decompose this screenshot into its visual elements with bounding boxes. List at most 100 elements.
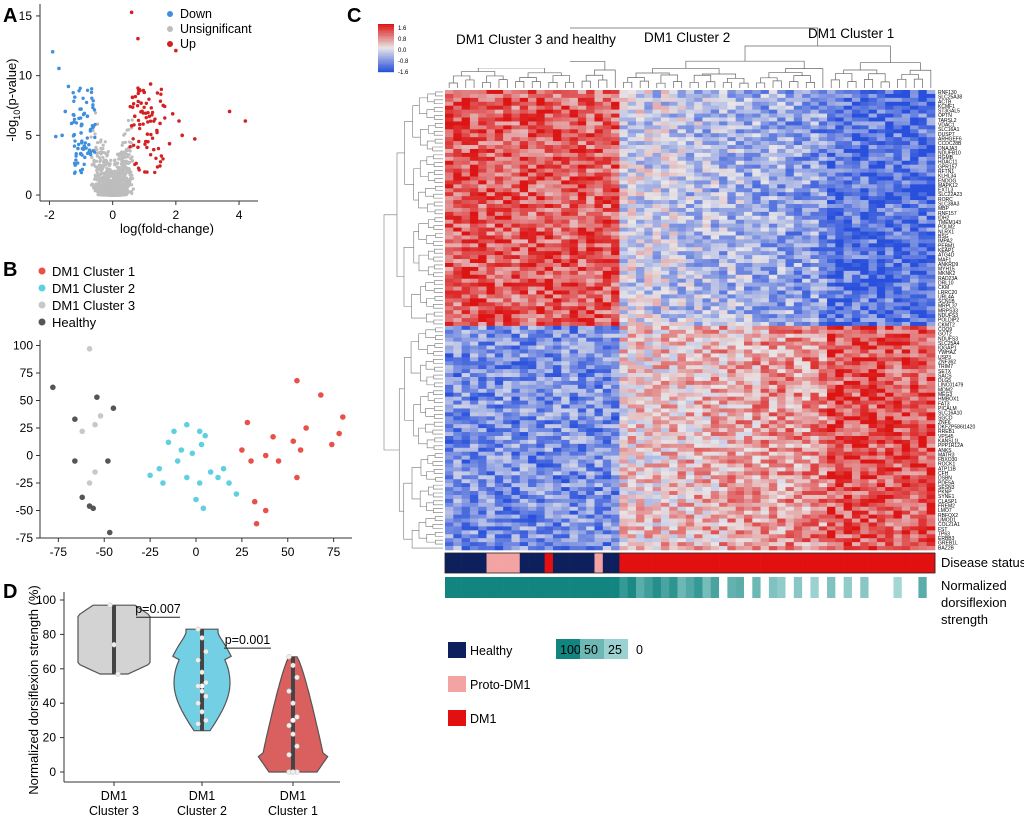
heatmap-cell — [577, 262, 587, 268]
dendrogram-branch — [420, 129, 429, 146]
heatmap-cell — [727, 247, 736, 252]
heatmap-cell — [685, 278, 695, 283]
heatmap-cell — [478, 262, 487, 268]
heatmap-cell — [901, 137, 911, 142]
heatmap-cell — [536, 129, 545, 134]
heatmap-cell — [586, 145, 595, 150]
dendrogram-branch — [465, 79, 475, 88]
heatmap-cell — [486, 255, 496, 260]
heatmap-cell — [851, 266, 861, 272]
heatmap-cell — [893, 266, 903, 272]
heatmap-cell — [685, 243, 695, 248]
heatmap-cell — [519, 148, 529, 154]
unsignificant-point — [117, 157, 121, 161]
heatmap-cell — [586, 294, 595, 299]
legend-marker — [167, 26, 173, 32]
heatmap-cell — [669, 93, 678, 99]
heatmap-cell — [602, 321, 612, 327]
heatmap-cell — [752, 101, 761, 107]
heatmap-cell — [486, 207, 496, 213]
heatmap-cell — [827, 137, 836, 142]
dendrogram-branch — [432, 500, 443, 506]
heatmap-cell — [528, 270, 537, 276]
heatmap-cell — [876, 294, 886, 299]
heatmap-cell — [586, 97, 595, 103]
panel-letter-b: B — [3, 259, 17, 281]
heatmap-cell — [636, 184, 645, 189]
heatmap-cell — [669, 321, 678, 327]
heatmap-cell — [910, 172, 919, 177]
heatmap-cell — [478, 145, 487, 150]
dendrogram-branch — [433, 508, 443, 513]
heatmap-cell — [802, 223, 811, 228]
heatmap-cell — [528, 90, 537, 95]
heatmap-cell — [669, 148, 678, 154]
heatmap-cell — [835, 101, 844, 107]
heatmap-cell — [478, 314, 487, 319]
heatmap-cell — [910, 235, 919, 240]
heatmap-cell — [885, 176, 894, 181]
heatmap-cell — [710, 113, 720, 118]
heatmap-cell — [561, 93, 570, 99]
heatmap-cell — [519, 109, 529, 114]
dendrogram-branch — [426, 533, 436, 543]
heatmap-cell — [486, 137, 496, 142]
heatmap-cell — [461, 196, 471, 201]
heatmap-cell — [453, 294, 462, 299]
heatmap-cell — [910, 164, 919, 169]
heatmap-cell — [561, 235, 570, 240]
heatmap-cell — [453, 105, 462, 110]
heatmap-cell — [461, 101, 471, 107]
heatmap-cell — [694, 215, 703, 221]
heatmap-cell — [544, 109, 554, 114]
unsignificant-point — [122, 193, 126, 197]
heatmap-cell — [561, 129, 570, 134]
heatmap-cell — [503, 117, 512, 122]
heatmap-cell — [827, 176, 836, 181]
heatmap-cell — [494, 204, 504, 209]
heatmap-cell — [503, 314, 512, 319]
heatmap-cell — [569, 266, 579, 272]
dendrogram-branch — [427, 345, 435, 354]
heatmap-cell — [445, 259, 454, 264]
heatmap-cell — [910, 219, 919, 224]
heatmap-cell — [445, 294, 454, 299]
heatmap-cell — [727, 109, 736, 114]
heatmap-cell — [768, 298, 778, 303]
unsignificant-point — [93, 185, 97, 189]
heatmap-cell — [536, 321, 545, 327]
heatmap-cell — [627, 180, 637, 185]
heatmap-cell — [503, 219, 512, 224]
heatmap-cell — [810, 227, 820, 232]
heatmap-cell — [818, 278, 828, 283]
heatmap-cell — [536, 145, 545, 150]
heatmap-cell — [469, 274, 479, 280]
heatmap-cell — [793, 219, 803, 224]
heatmap-cell — [561, 101, 570, 107]
heatmap-cell — [835, 231, 844, 236]
heatmap-cell — [926, 156, 936, 162]
heatmap-cell — [602, 278, 612, 283]
heatmap-cell — [660, 97, 670, 103]
heatmap-cell — [611, 129, 620, 134]
heatmap-cell — [851, 137, 861, 142]
heatmap-cell — [552, 219, 562, 224]
heatmap-cell — [843, 251, 853, 256]
heatmap-cell — [519, 282, 529, 287]
heatmap-cell — [876, 314, 886, 319]
heatmap-cell — [503, 137, 512, 142]
heatmap-cell — [868, 93, 878, 99]
heatmap-cell — [752, 321, 761, 327]
heatmap-cell — [760, 121, 770, 126]
heatmap-cell — [694, 270, 703, 276]
dm1-cluster-2-point — [202, 432, 208, 439]
heatmap-cell — [503, 302, 512, 307]
heatmap-cell — [727, 278, 736, 283]
heatmap-cell — [885, 101, 894, 107]
up-point — [139, 101, 143, 105]
heatmap-cell — [802, 176, 811, 181]
heatmap-cell — [735, 152, 745, 158]
heatmap-cell — [519, 239, 529, 244]
dm1-cluster-2-point — [200, 505, 207, 512]
heatmap-cell — [793, 105, 803, 110]
